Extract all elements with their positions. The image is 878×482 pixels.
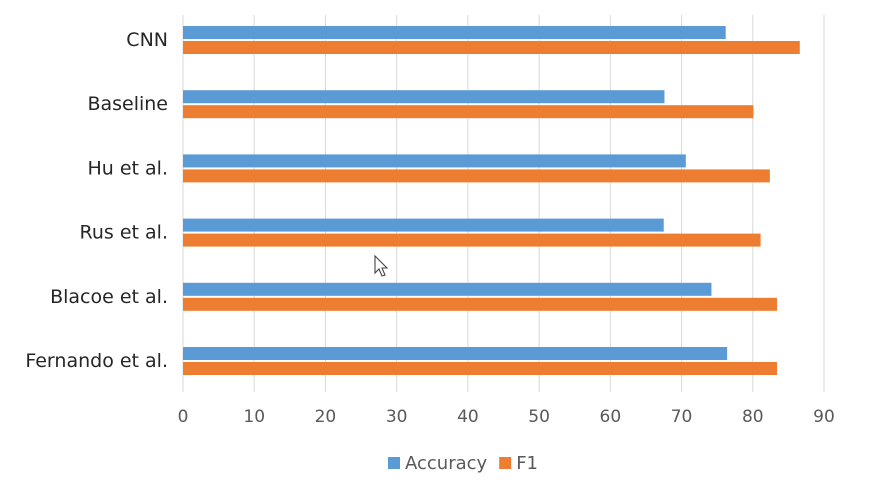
- bar-f1-cnn: [183, 41, 800, 54]
- x-tick-label: 30: [386, 407, 408, 427]
- category-label: Hu et al.: [87, 157, 168, 179]
- category-label: Blacoe et al.: [50, 286, 168, 308]
- bar-f1-baseline: [183, 105, 754, 119]
- category-label: Rus et al.: [80, 222, 168, 244]
- gridlines: [182, 15, 825, 392]
- legend-swatch-f1: [499, 457, 512, 469]
- x-tick-label: 10: [243, 407, 265, 427]
- legend-label-f1: F1: [516, 453, 538, 474]
- bar-f1-blacoe-et-al: [183, 297, 777, 311]
- x-tick-label: 20: [315, 407, 337, 427]
- bar-f1-hu-et-al: [183, 169, 770, 183]
- x-tick-label: 50: [528, 407, 550, 427]
- legend-swatch-accuracy: [388, 457, 400, 469]
- bar-f1-rus-et-al: [183, 233, 761, 247]
- x-tick-label: 80: [742, 407, 764, 427]
- category-labels: CNN Baseline Hu et al. Rus et al. Blacoe et …: [25, 29, 168, 372]
- bar-accuracy-hu-et-al: [183, 154, 686, 168]
- mouse-pointer-icon: [374, 254, 389, 277]
- x-tick-label: 70: [671, 407, 693, 427]
- bar-accuracy-cnn: [183, 26, 726, 39]
- bar-accuracy-fernando-et-al: [183, 347, 728, 360]
- x-axis-tick-labels: 0 10 20 30 40 50 60 70 80 90: [178, 407, 835, 427]
- legend: Accuracy F1: [388, 453, 538, 474]
- bar-accuracy-rus-et-al: [183, 218, 664, 232]
- bar-accuracy-blacoe-et-al: [183, 282, 712, 296]
- category-label: Baseline: [87, 93, 168, 115]
- category-label: Fernando et al.: [25, 350, 168, 372]
- bar-accuracy-baseline: [183, 90, 665, 104]
- legend-label-accuracy: Accuracy: [405, 453, 488, 474]
- bar-f1-fernando-et-al: [183, 362, 777, 375]
- bars: [183, 26, 800, 375]
- x-tick-label: 90: [813, 407, 835, 427]
- x-tick-label: 0: [178, 407, 189, 427]
- x-tick-label: 60: [600, 407, 622, 427]
- category-label: CNN: [126, 29, 168, 51]
- x-tick-label: 40: [457, 407, 479, 427]
